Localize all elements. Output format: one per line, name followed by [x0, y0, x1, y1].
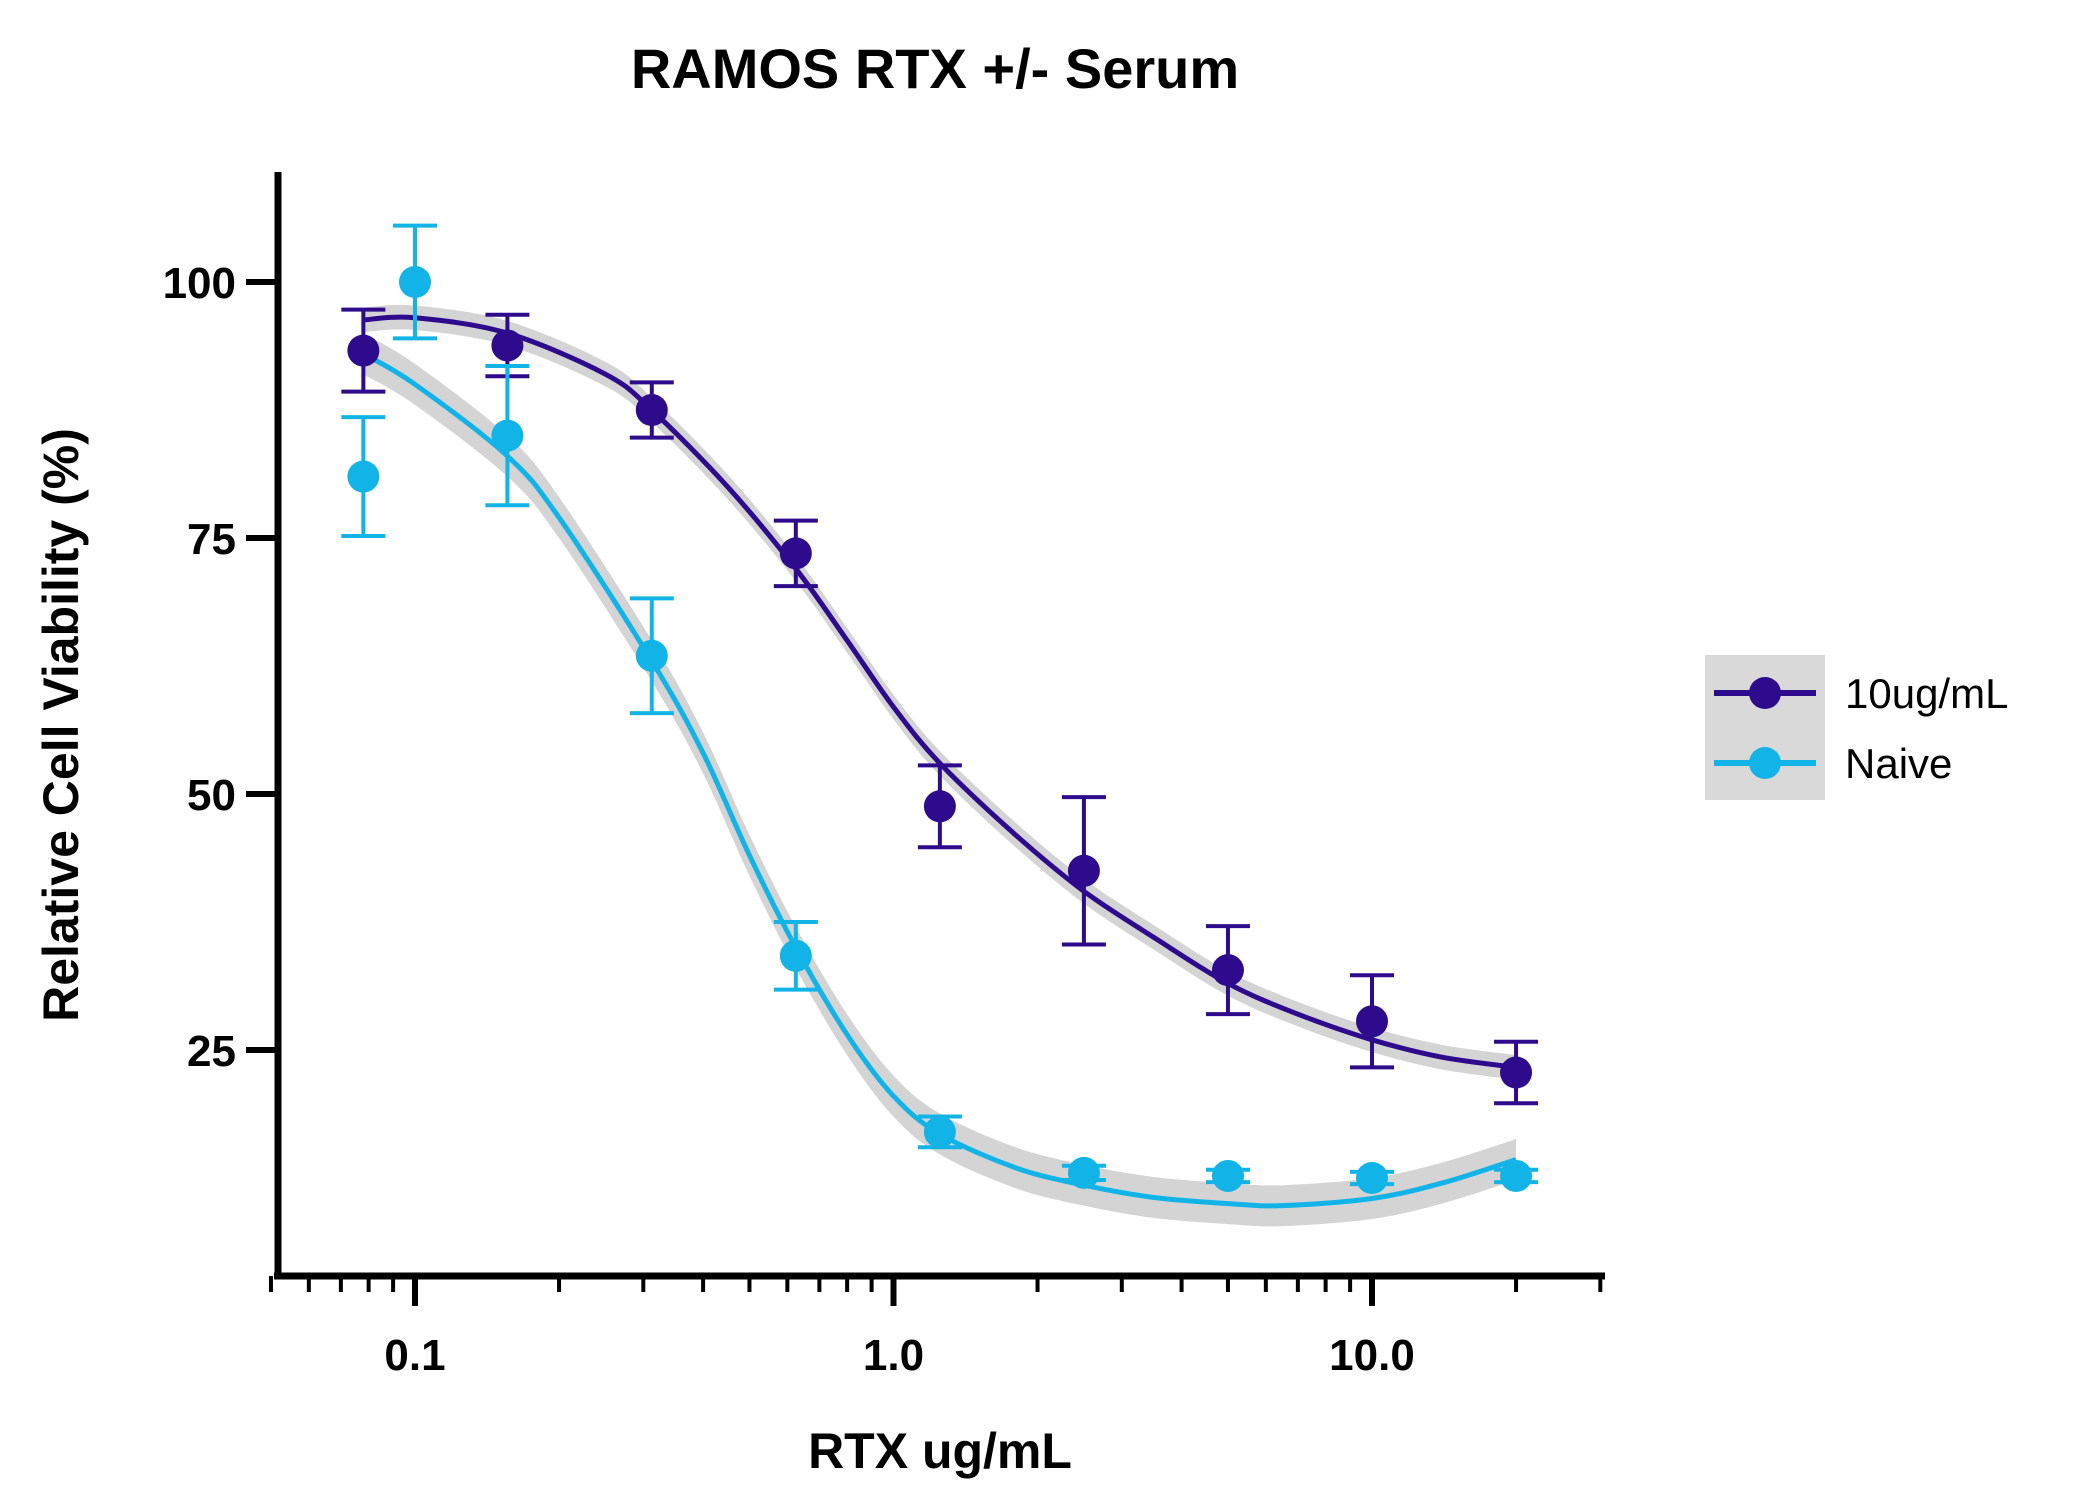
data-point-10ug-ml-2	[635, 394, 668, 426]
data-point-naive-9	[1500, 1159, 1533, 1192]
data-point-10ug-ml-0	[347, 334, 380, 367]
legend-item-naive: Naive	[1714, 740, 1952, 787]
data-point-10ug-ml-8	[1500, 1056, 1533, 1089]
x-tick-label: 0.1	[384, 1331, 445, 1380]
legend-item-10ug-ml: 10ug/mL	[1714, 670, 2008, 717]
y-axis-label: Relative Cell Viability (%)	[33, 428, 89, 1022]
legend-swatch-marker	[1749, 677, 1781, 709]
legend-swatch-marker	[1749, 747, 1781, 779]
data-point-naive-0	[347, 460, 380, 493]
data-point-naive-2	[491, 419, 524, 452]
y-ticks: 25 50 75 100	[163, 259, 278, 1076]
legend: 10ug/mL Naive	[1705, 655, 2008, 800]
data-point-10ug-ml-6	[1211, 954, 1244, 987]
fit-band-naive	[363, 333, 1516, 1227]
y-tick-label: 100	[163, 259, 236, 308]
fit-bands	[363, 304, 1516, 1227]
data-point-naive-3	[635, 639, 668, 672]
data-point-naive-1	[399, 266, 431, 298]
data-point-naive-6	[1067, 1156, 1100, 1189]
axes	[274, 172, 1605, 1280]
data-point-10ug-ml-7	[1356, 1005, 1388, 1038]
data-point-10ug-ml-5	[1067, 854, 1100, 887]
x-ticks: 0.1 1.0 10.0	[268, 1276, 1603, 1380]
data-point-10ug-ml-1	[491, 329, 524, 362]
data-point-naive-5	[923, 1115, 956, 1148]
x-tick-label: 10.0	[1329, 1331, 1415, 1380]
y-tick-label: 50	[187, 771, 236, 820]
fit-band-10ug-ml	[363, 304, 1516, 1080]
data-point-naive-8	[1356, 1162, 1388, 1194]
data-point-10ug-ml-3	[779, 537, 812, 570]
data-point-10ug-ml-4	[923, 790, 956, 823]
data-point-naive-4	[779, 939, 812, 972]
y-tick-label: 25	[187, 1027, 236, 1076]
fit-curve-naive	[362, 351, 1517, 1209]
x-axis-label: RTX ug/mL	[808, 1423, 1072, 1479]
data-point-naive-7	[1211, 1159, 1244, 1192]
fit-curves	[362, 314, 1517, 1209]
chart-title: RAMOS RTX +/- Serum	[631, 37, 1239, 100]
legend-label: Naive	[1845, 740, 1952, 787]
y-tick-label: 75	[187, 515, 236, 564]
data-points	[347, 266, 1533, 1194]
legend-label: 10ug/mL	[1845, 670, 2008, 717]
fit-curve-10ug-ml	[363, 314, 1517, 1070]
x-tick-label: 1.0	[863, 1331, 924, 1380]
